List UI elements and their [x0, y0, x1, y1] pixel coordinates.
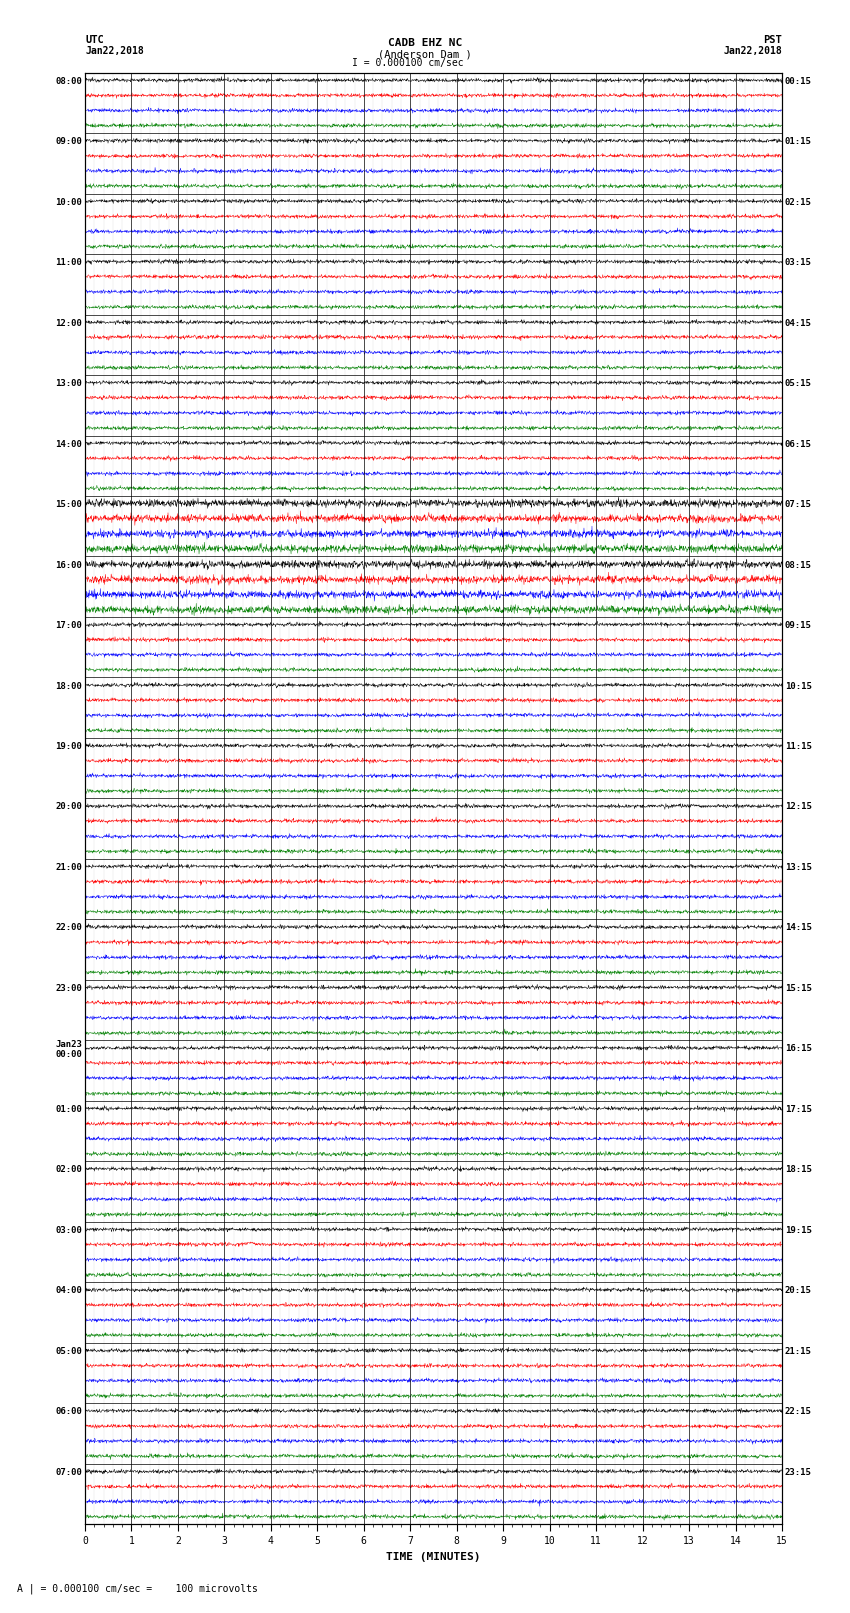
- X-axis label: TIME (MINUTES): TIME (MINUTES): [386, 1552, 481, 1561]
- Text: I = 0.000100 cm/sec: I = 0.000100 cm/sec: [352, 58, 464, 68]
- Text: PST: PST: [763, 35, 782, 45]
- Text: CADB EHZ NC: CADB EHZ NC: [388, 39, 462, 48]
- Text: Jan22,2018: Jan22,2018: [85, 47, 144, 56]
- Text: (Anderson Dam ): (Anderson Dam ): [378, 50, 472, 60]
- Text: Jan22,2018: Jan22,2018: [723, 47, 782, 56]
- Text: UTC: UTC: [85, 35, 104, 45]
- Text: A | = 0.000100 cm/sec =    100 microvolts: A | = 0.000100 cm/sec = 100 microvolts: [17, 1582, 258, 1594]
